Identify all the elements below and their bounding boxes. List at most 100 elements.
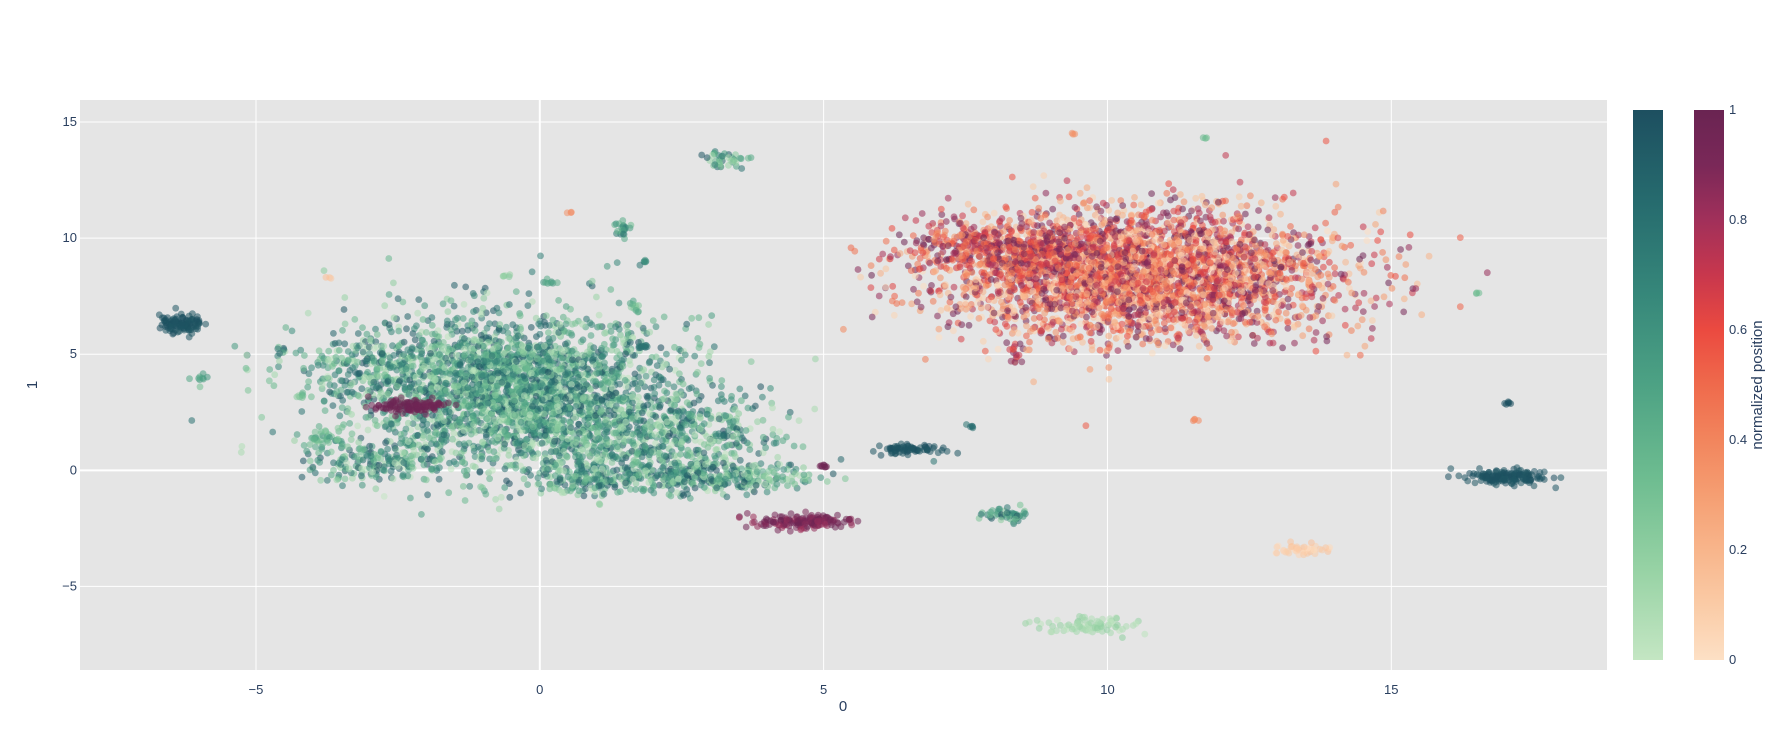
data-point (702, 460, 709, 468)
data-point (334, 424, 342, 432)
data-point (347, 382, 354, 389)
data-point (345, 356, 352, 364)
data-point (178, 319, 186, 327)
data-point (293, 431, 301, 438)
data-point (504, 344, 512, 352)
data-point (1122, 623, 1130, 630)
data-point (188, 417, 196, 424)
data-point (479, 304, 487, 312)
data-point (447, 465, 455, 473)
data-point (343, 459, 350, 467)
data-point (1195, 342, 1203, 350)
data-point (647, 448, 655, 456)
data-point (410, 446, 418, 454)
data-point (707, 465, 715, 473)
data-point (355, 439, 363, 446)
data-point (629, 415, 636, 422)
data-point (1114, 621, 1121, 629)
data-point (483, 415, 491, 423)
data-point (671, 343, 678, 351)
data-point (630, 431, 637, 439)
data-point (409, 330, 417, 337)
data-point (604, 379, 612, 387)
data-point (791, 470, 799, 477)
data-point (418, 336, 426, 344)
data-point (334, 435, 342, 443)
data-point (649, 317, 657, 324)
data-point (696, 413, 703, 420)
data-point (355, 370, 363, 377)
data-point (438, 448, 446, 455)
data-point (736, 456, 744, 464)
data-point (469, 290, 477, 297)
data-point (491, 423, 498, 431)
data-point (1022, 620, 1029, 627)
data-point (393, 419, 401, 427)
data-point (608, 459, 616, 466)
data-point (721, 398, 728, 405)
data-point (543, 352, 551, 360)
data-point (651, 431, 659, 438)
data-point (179, 313, 186, 321)
data-point (419, 316, 427, 323)
data-point (532, 392, 540, 400)
data-point (578, 468, 585, 476)
data-point (718, 377, 726, 384)
data-point (440, 438, 448, 446)
data-point (683, 472, 691, 479)
data-point (377, 389, 385, 397)
data-point (455, 440, 463, 448)
data-point (404, 419, 412, 427)
data-point (590, 444, 598, 451)
data-point (679, 380, 687, 388)
data-point (684, 452, 692, 460)
data-point (300, 442, 308, 449)
data-point (444, 308, 452, 315)
data-point (714, 475, 722, 483)
data-point (645, 359, 653, 367)
data-point (829, 470, 837, 478)
data-point (378, 350, 386, 358)
data-point (1471, 479, 1479, 487)
data-point (488, 352, 496, 360)
data-point (530, 429, 538, 437)
data-point (450, 382, 458, 389)
data-point (635, 471, 643, 479)
data-point (574, 373, 582, 381)
data-point (322, 427, 329, 435)
data-point (593, 454, 601, 462)
data-point (694, 335, 702, 342)
data-point (1507, 400, 1515, 407)
data-point (517, 418, 525, 426)
data-point (560, 417, 568, 424)
data-point (688, 314, 696, 322)
data-point (298, 394, 306, 401)
data-point (645, 409, 653, 417)
data-point (779, 473, 787, 480)
data-point (435, 475, 443, 483)
data-point (341, 320, 349, 328)
data-point (683, 320, 691, 328)
data-point (817, 474, 825, 481)
data-point (700, 420, 708, 428)
data-point (488, 375, 496, 383)
data-point (369, 468, 376, 476)
data-point (575, 487, 583, 495)
data-point (1087, 619, 1095, 627)
data-point (539, 382, 547, 390)
data-point (451, 281, 458, 289)
data-point (538, 439, 546, 447)
data-point (553, 279, 561, 287)
data-point (1552, 484, 1560, 492)
data-point (511, 344, 519, 352)
data-point (620, 393, 627, 401)
data-point (312, 443, 319, 451)
data-point (528, 376, 536, 383)
data-point (438, 454, 445, 462)
data-point (799, 443, 807, 451)
data-point (464, 384, 472, 391)
data-point (1199, 134, 1207, 142)
data-point (773, 480, 781, 488)
data-point (603, 262, 611, 270)
data-point (351, 316, 359, 323)
